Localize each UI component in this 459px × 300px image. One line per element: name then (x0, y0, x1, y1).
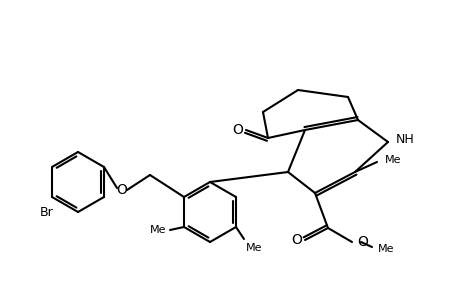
Text: O: O (291, 233, 302, 247)
Text: O: O (232, 123, 243, 137)
Text: O: O (116, 183, 127, 197)
Text: Br: Br (40, 206, 54, 219)
Text: Me: Me (149, 225, 166, 235)
Text: Me: Me (246, 243, 262, 253)
Text: NH: NH (395, 133, 414, 146)
Text: Me: Me (384, 155, 401, 165)
Text: O: O (356, 235, 367, 249)
Text: Me: Me (377, 244, 394, 254)
